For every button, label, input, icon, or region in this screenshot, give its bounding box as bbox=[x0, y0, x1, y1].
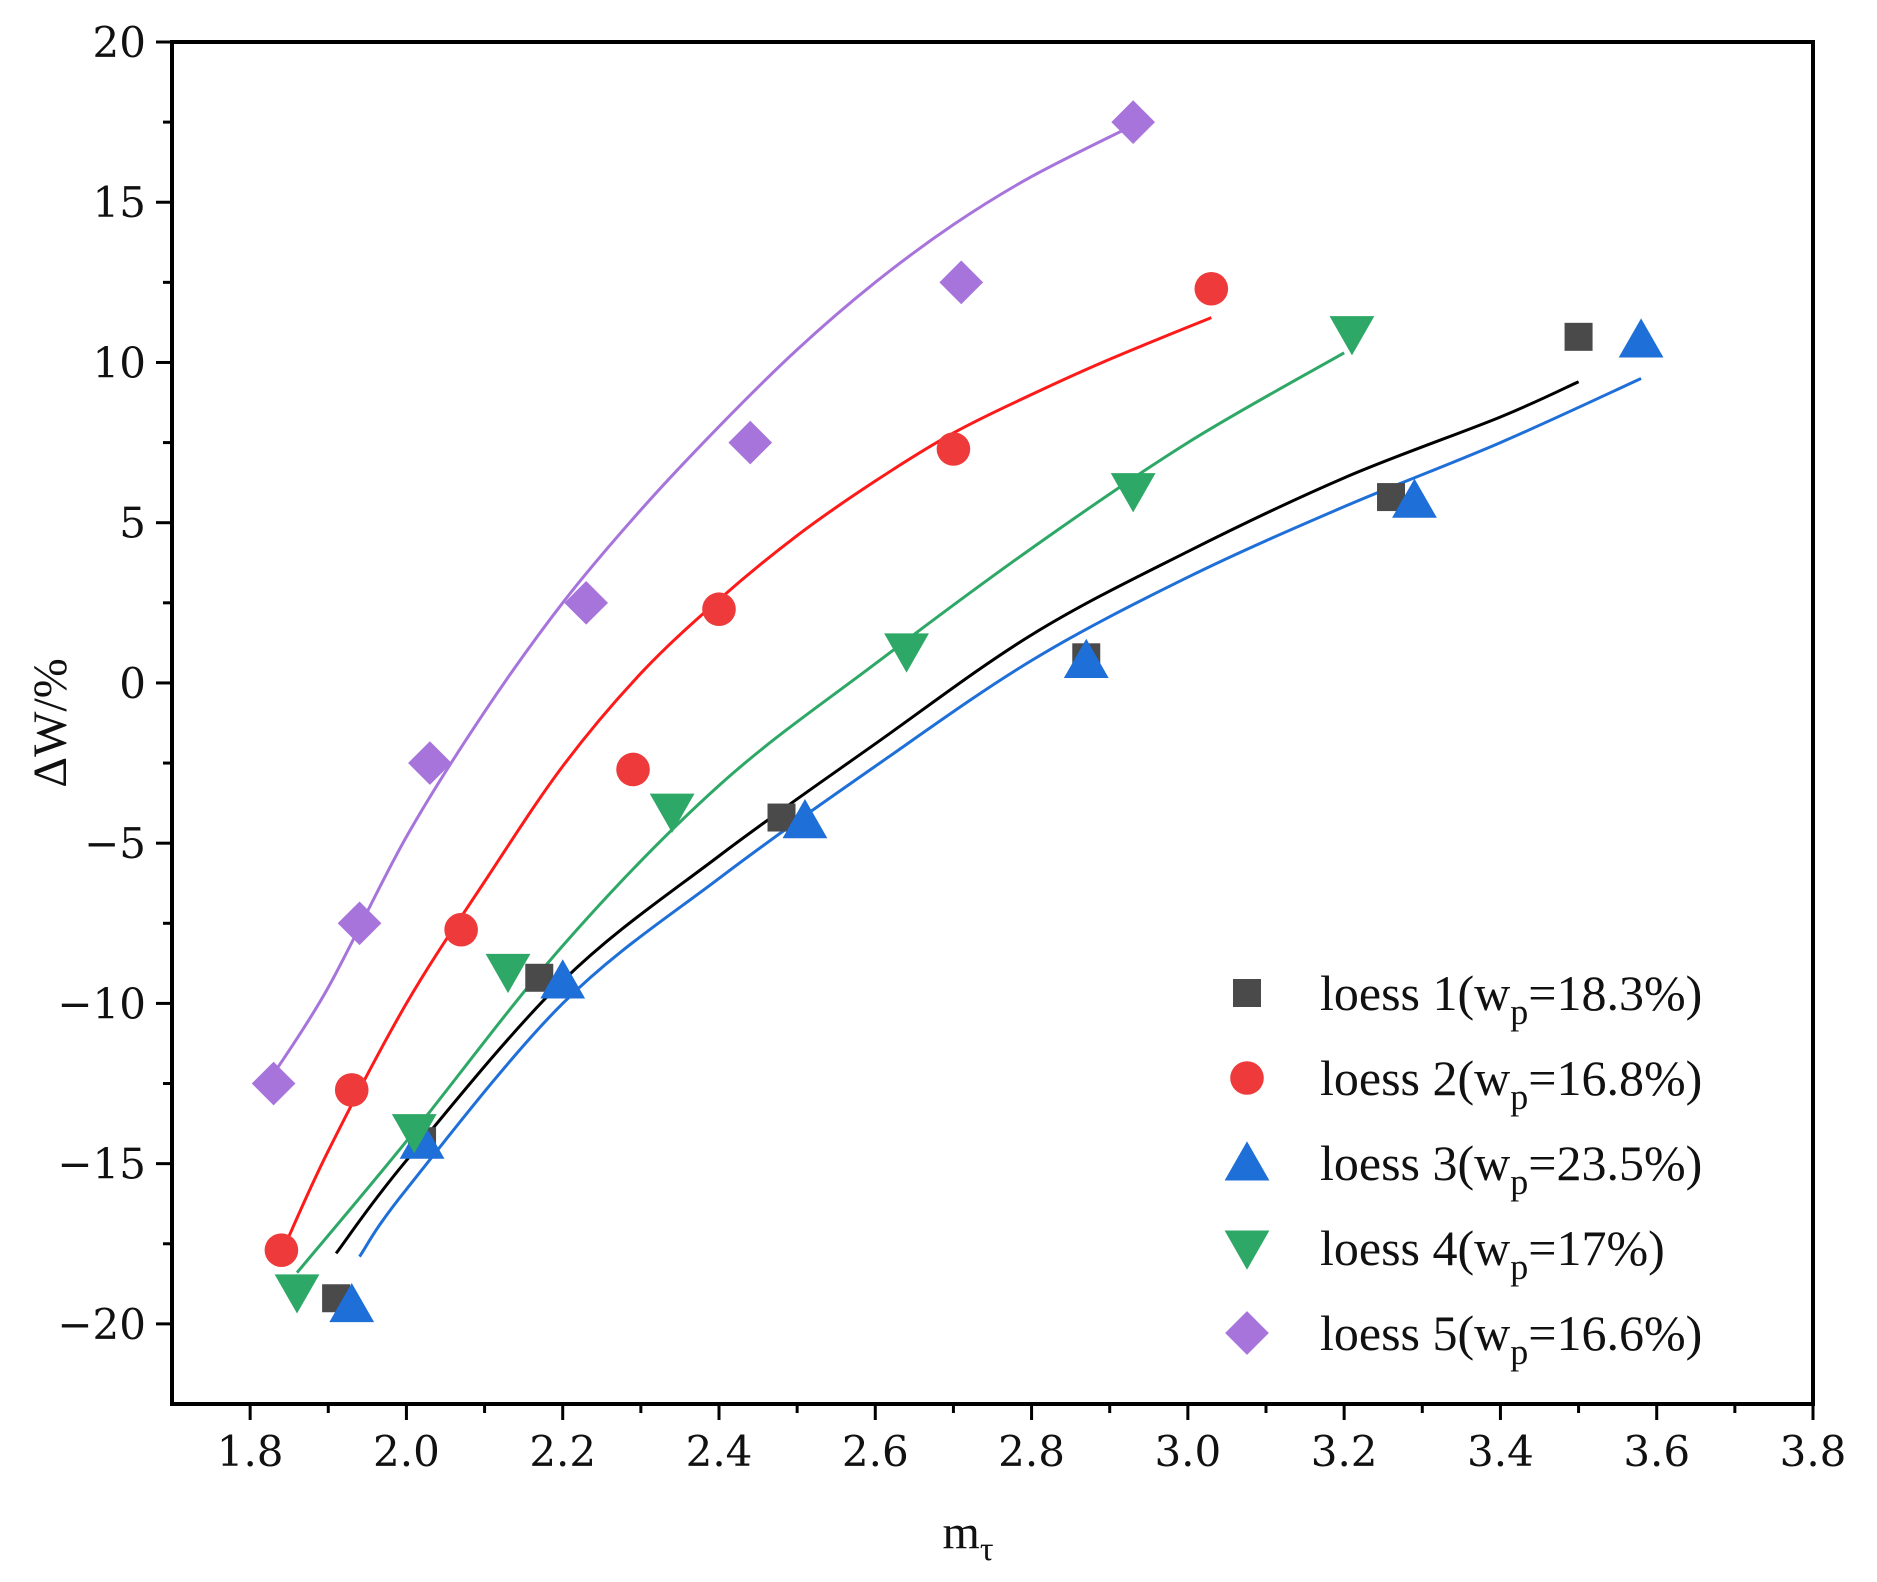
x-axis-title-sub: τ bbox=[980, 1531, 994, 1568]
marker-triangle-up bbox=[329, 1282, 375, 1323]
marker-circle bbox=[616, 752, 650, 787]
marker-triangle-down bbox=[391, 1114, 437, 1154]
marker-triangle-down bbox=[649, 793, 695, 833]
marker-circle bbox=[936, 432, 971, 466]
x-tick-label: 3.2 bbox=[1311, 1427, 1378, 1476]
marker-diamond bbox=[939, 260, 984, 305]
x-tick-label: 2.4 bbox=[686, 1427, 753, 1476]
marker-circle bbox=[264, 1233, 299, 1267]
marker-square bbox=[1564, 322, 1593, 351]
legend-label-loess-1: loess 1(wp=18.3%) bbox=[1320, 965, 1702, 1032]
x-tick-label: 3.6 bbox=[1623, 1427, 1690, 1476]
marker-triangle-down bbox=[1224, 1230, 1270, 1270]
legend-label-loess-3: loess 3(wp=23.5%) bbox=[1320, 1135, 1702, 1202]
marker-diamond bbox=[564, 580, 608, 625]
y-tick-label: −5 bbox=[84, 819, 146, 868]
marker-triangle-down bbox=[1329, 316, 1375, 356]
y-tick-label: −10 bbox=[57, 979, 146, 1028]
x-tick-label: 2.2 bbox=[529, 1427, 596, 1476]
x-tick-label: 1.8 bbox=[217, 1427, 284, 1476]
legend-label-loess-2: loess 2(wp=16.8%) bbox=[1320, 1050, 1702, 1117]
marker-triangle-up bbox=[1392, 478, 1437, 518]
x-tick-label: 2.8 bbox=[998, 1427, 1065, 1476]
legend: loess 1(wp=18.3%) loess 2(wp=16.8%) loess … bbox=[1224, 965, 1702, 1372]
marker-square bbox=[1233, 979, 1261, 1007]
y-tick-label: 5 bbox=[119, 499, 146, 548]
legend-label-loess-4: loess 4(wp=17%) bbox=[1320, 1220, 1665, 1287]
marker-diamond bbox=[1111, 100, 1155, 144]
legend-label-loess-5: loess 5(wp=16.6%) bbox=[1320, 1305, 1702, 1372]
fit-line-loess-2 bbox=[280, 316, 1212, 1255]
y-tick-label: 0 bbox=[119, 659, 146, 708]
marker-triangle-up bbox=[1224, 1141, 1270, 1181]
x-tick-label: 3.4 bbox=[1467, 1427, 1534, 1476]
fit-line-loess-4 bbox=[295, 351, 1345, 1274]
marker-circle bbox=[334, 1073, 369, 1107]
marker-diamond bbox=[408, 741, 452, 785]
marker-triangle-down bbox=[274, 1274, 320, 1314]
y-tick-label: 15 bbox=[93, 178, 146, 227]
x-axis-title: mτ bbox=[942, 1506, 993, 1568]
marker-triangle-down bbox=[485, 953, 531, 994]
y-tick-label: 20 bbox=[93, 18, 146, 67]
x-tick-label: 3.8 bbox=[1780, 1427, 1847, 1476]
marker-triangle-up bbox=[782, 799, 828, 839]
marker-circle bbox=[702, 592, 736, 627]
marker-triangle-up bbox=[1063, 638, 1109, 679]
marker-diamond bbox=[728, 420, 773, 465]
marker-circle bbox=[1230, 1061, 1264, 1095]
marker-diamond bbox=[251, 1061, 296, 1106]
marker-triangle-down bbox=[884, 633, 929, 673]
fit-line-loess-5 bbox=[272, 123, 1134, 1075]
plot-frame bbox=[170, 40, 1815, 1406]
y-tick-label: 10 bbox=[93, 338, 146, 387]
marker-diamond bbox=[337, 901, 382, 946]
marker-triangle-down bbox=[1110, 473, 1156, 513]
y-tick-label: −15 bbox=[57, 1140, 146, 1189]
y-axis: 20 15 10 5 0 −5 −10 −15 −20 bbox=[57, 18, 172, 1349]
marker-diamond bbox=[1225, 1311, 1269, 1355]
y-tick-label: −20 bbox=[57, 1300, 146, 1349]
fit-line-loess-3 bbox=[358, 377, 1642, 1258]
x-tick-label: 2.0 bbox=[373, 1427, 440, 1476]
fit-line-loess-1 bbox=[334, 380, 1580, 1255]
x-tick-label: 2.6 bbox=[842, 1427, 909, 1476]
marker-circle bbox=[1194, 271, 1229, 306]
data-points bbox=[251, 100, 1664, 1323]
marker-circle bbox=[444, 912, 478, 947]
x-tick-label: 3.0 bbox=[1154, 1427, 1221, 1476]
x-axis: 1.8 2.0 2.2 2.4 2.6 2.8 3.0 3.2 3.4 3.6 3.8 bbox=[217, 1404, 1847, 1476]
marker-triangle-up bbox=[1618, 318, 1664, 358]
marker-triangle-up bbox=[540, 959, 586, 999]
y-axis-title: ΔW/% bbox=[24, 658, 77, 788]
